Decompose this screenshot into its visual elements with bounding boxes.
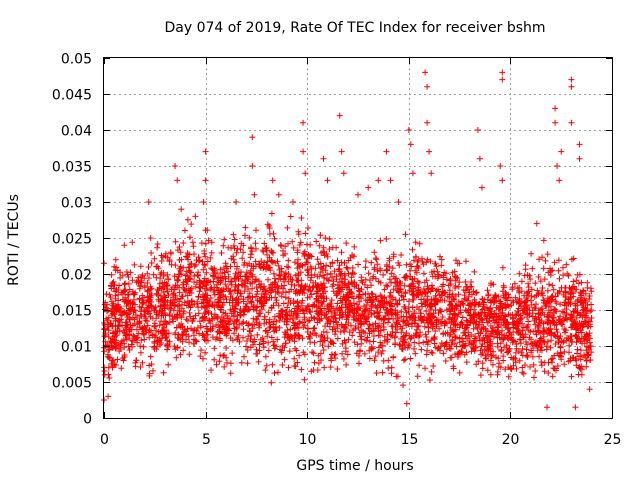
x-tick-label: 25: [604, 432, 622, 448]
y-tick-label: 0.035: [52, 160, 92, 176]
y-tick-label: 0: [83, 412, 92, 428]
x-tick-label: 15: [401, 432, 419, 448]
grid-lines: [104, 58, 612, 418]
x-tick-label: 5: [202, 432, 211, 448]
x-tick-label: 0: [100, 432, 109, 448]
axis-ticks: 0 5 10 15 20 25 0 0.005 0.01 0.015 0.02 0.025 0.03 0.…: [52, 52, 622, 449]
y-tick-label: 0.04: [61, 124, 92, 140]
y-axis-label: ROTI / TECUs: [6, 194, 22, 286]
y-tick-label: 0.01: [61, 340, 92, 356]
y-tick-label: 0.03: [61, 196, 92, 212]
x-tick-label: 10: [299, 432, 317, 448]
y-tick-label: 0.005: [52, 376, 92, 392]
chart-title: Day 074 of 2019, Rate Of TEC Index for r…: [164, 20, 545, 36]
y-tick-label: 0.045: [52, 88, 92, 104]
data-points: [101, 69, 595, 411]
y-tick-label: 0.015: [52, 304, 92, 320]
y-tick-label: 0.025: [52, 232, 92, 248]
y-tick-label: 0.02: [61, 268, 92, 284]
y-tick-label: 0.05: [61, 52, 92, 68]
x-tick-label: 20: [502, 432, 520, 448]
plot-frame: [103, 57, 613, 419]
roti-points: [101, 69, 595, 411]
x-axis-label: GPS time / hours: [296, 458, 413, 474]
